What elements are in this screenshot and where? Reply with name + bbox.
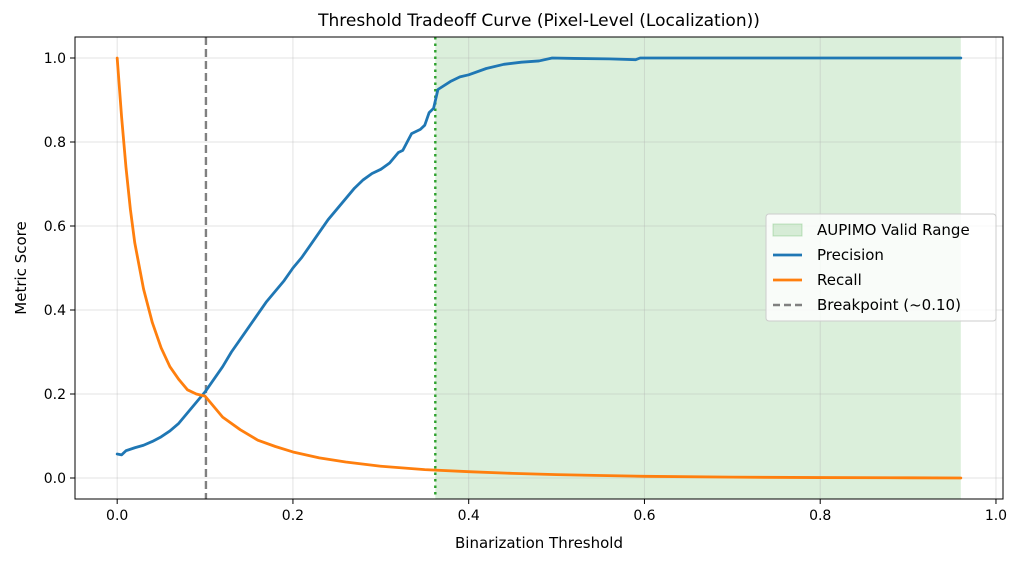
y-axis-label: Metric Score (12, 221, 30, 314)
legend-item-precision-label: Precision (817, 246, 884, 264)
y-tick-label: 0.8 (44, 135, 66, 151)
legend: AUPIMO Valid Range Precision Recall Breakpo… (765, 213, 997, 322)
axes-frame (74, 36, 1004, 500)
legend-item-breakpoint-label: Breakpoint (~0.10) (817, 296, 961, 314)
x-tick-label: 0.6 (633, 508, 655, 524)
x-tick-label: 0.8 (809, 508, 831, 524)
y-tick-label: 0.0 (44, 471, 66, 487)
legend-item-aupimo-valid-range-swatch (772, 223, 803, 237)
x-tick-label: 0.4 (458, 508, 480, 524)
x-tick-label: 0.2 (282, 508, 304, 524)
recall-line (115, 56, 963, 480)
legend-item-aupimo-valid-range-label: AUPIMO Valid Range (817, 221, 970, 239)
x-tick-label: 0.0 (106, 508, 128, 524)
precision-line (115, 56, 963, 457)
chart-title: Threshold Tradeoff Curve (Pixel-Level (L… (317, 11, 760, 31)
y-tick-label: 0.6 (44, 219, 66, 235)
y-tick-label: 1.0 (44, 51, 66, 67)
legend-box (765, 213, 997, 322)
y-tick-label: 0.2 (44, 387, 66, 403)
y-tick-label: 0.4 (44, 303, 66, 319)
x-axis-label: Binarization Threshold (455, 534, 623, 552)
legend-item-recall-label: Recall (817, 271, 862, 289)
x-tick-label: 1.0 (985, 508, 1007, 524)
